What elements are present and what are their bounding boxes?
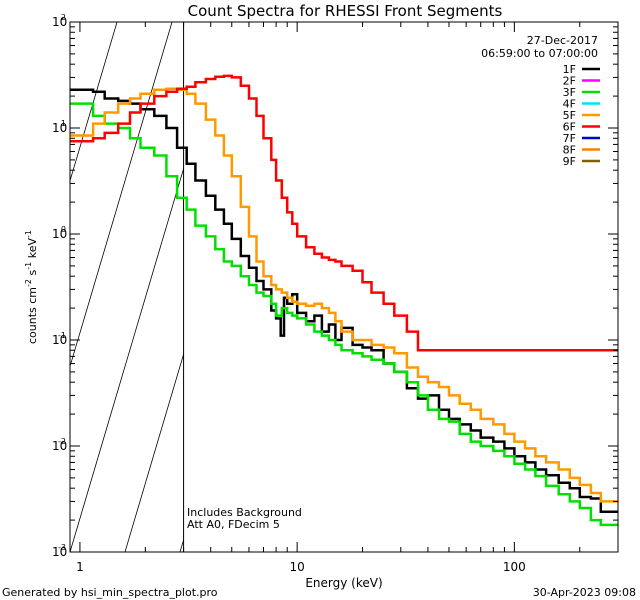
legend-label: 8F — [563, 144, 576, 157]
legend-label: 1F — [563, 63, 576, 76]
hatch-line — [70, 22, 118, 183]
y-tick-exponent: 2 — [61, 13, 66, 22]
legend-label: 3F — [563, 86, 576, 99]
x-tick-label-1: 1 — [76, 560, 84, 574]
x-tick-label: 10 — [290, 560, 305, 574]
series-line-5F — [70, 87, 618, 503]
plot-frame — [69, 21, 619, 553]
time-range: 06:59:00 to 07:00:00 — [481, 47, 598, 60]
series-line-3F — [70, 102, 618, 527]
y-tick-exponent: -3 — [58, 543, 66, 552]
chart-title: Count Spectra for RHESSI Front Segments — [188, 2, 503, 20]
legend-label: 6F — [563, 121, 576, 134]
annotation-attenuator: Att A0, FDecim 5 — [187, 518, 280, 531]
legend-label: 9F — [563, 155, 576, 168]
y-tick-label: 10 — [52, 227, 67, 241]
hatch-line — [0, 12, 10, 552]
legend-label: 2F — [563, 75, 576, 88]
y-tick-label: 10 — [52, 333, 67, 347]
series-line-6F — [70, 74, 618, 352]
series-group — [70, 74, 618, 527]
x-tick-label: 100 — [503, 560, 526, 574]
hatch-line — [124, 352, 184, 552]
y-tick-exponent: 0 — [61, 225, 66, 234]
y-tick-exponent: -1 — [58, 331, 66, 340]
observation-date: 27-Dec-2017 — [527, 34, 598, 47]
hatch-line — [565, 12, 640, 552]
y-tick-label: 10 — [52, 15, 67, 29]
y-tick-label: 10 — [52, 121, 67, 135]
x-axis-label: Energy (keV) — [305, 576, 382, 590]
hatch-line — [70, 167, 184, 552]
hatched-region — [0, 12, 640, 552]
hatch-line — [70, 22, 173, 368]
legend-label: 7F — [563, 132, 576, 145]
date-stamp: 30-Apr-2023 09:08 — [533, 586, 636, 599]
annotation-background: Includes Background — [187, 506, 302, 519]
hatch-line — [620, 12, 640, 552]
legend-label: 4F — [563, 98, 576, 111]
y-tick-label: 10 — [52, 439, 67, 453]
legend-label: 5F — [563, 109, 576, 122]
generated-by-text: Generated by hsi_min_spectra_plot.pro — [2, 586, 218, 599]
y-tick-exponent: -2 — [58, 437, 66, 446]
y-axis-label: counts cm-2 s-1 keV-1 — [24, 230, 39, 344]
y-tick-exponent: 1 — [61, 119, 66, 128]
y-tick-label: 10 — [52, 545, 67, 559]
